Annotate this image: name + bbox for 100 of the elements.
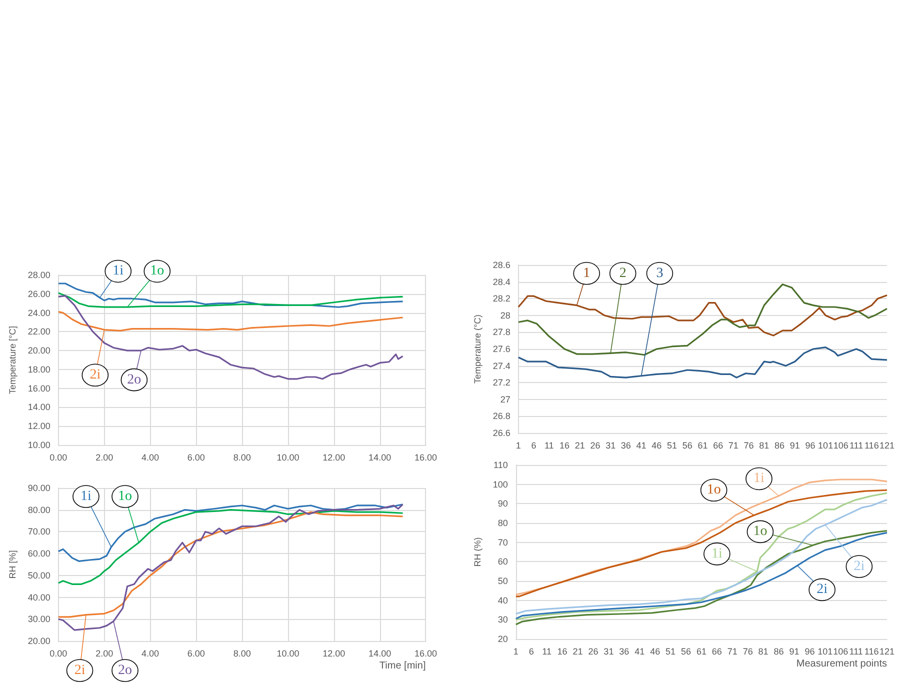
x-tick-label: 10.00 (276, 648, 300, 658)
y-tick-label: 27.6 (492, 344, 510, 354)
legend-label: 1o (753, 524, 768, 540)
x-tick-label: 91 (789, 646, 800, 656)
x-tick-label: 6 (528, 646, 534, 656)
y-tick-label: 24.00 (28, 308, 50, 318)
line-series (58, 504, 404, 562)
y-tick-label: 40 (498, 595, 508, 606)
line-series (58, 292, 404, 308)
y-tick-label: 28.4 (492, 276, 510, 287)
x-tick-label: 21 (572, 646, 583, 656)
y-tick-label: 27.2 (492, 378, 510, 388)
y-tick-label: 30.00 (28, 614, 50, 624)
y-tick-label: 30 (498, 614, 508, 625)
x-tick-label: 81 (759, 440, 770, 450)
x-tick-label: 81 (758, 646, 768, 656)
x-tick-label: 16 (559, 440, 570, 450)
x-tick-label: 91 (790, 440, 800, 450)
y-tick-label: 90 (498, 498, 508, 509)
text: 2i (854, 559, 865, 574)
y-tick-label: 20.00 (28, 636, 50, 646)
x-tick-label: 0.00 (50, 648, 68, 658)
text: 1o (706, 482, 721, 498)
x-tick-label: 2.00 (96, 452, 114, 462)
y-tick-label: 20 (498, 634, 508, 644)
y-tick-label: 60 (498, 556, 508, 567)
x-axis-title: Measurement points (796, 658, 887, 670)
x-tick-label: 86 (774, 440, 785, 450)
x-tick-label: 14.00 (368, 452, 392, 462)
y-tick-label: 26.6 (492, 428, 510, 438)
x-tick-label: 8.00 (233, 452, 251, 462)
x-tick-label: 26 (590, 440, 600, 450)
x-tick-label: 31 (604, 646, 614, 656)
text: 2o (118, 663, 132, 678)
x-axis-title: Time [min] (379, 660, 426, 672)
x-tick-label: 6 (531, 440, 536, 450)
y-tick-label: 70.00 (28, 526, 50, 537)
x-tick-label: 14.00 (368, 648, 392, 658)
x-tick-label: 66 (713, 440, 724, 450)
text: 1i (80, 489, 92, 504)
x-tick-label: 31 (606, 440, 616, 450)
series-label: 1i (754, 471, 765, 486)
series-label: 2i (816, 582, 828, 598)
y-tick-label: 26.8 (492, 411, 510, 422)
x-tick-label: 46 (650, 646, 660, 656)
x-tick-label: 111 (849, 440, 864, 450)
x-tick-label: 21 (574, 440, 585, 450)
x-tick-label: 41 (634, 646, 645, 656)
x-tick-label: 56 (680, 646, 692, 656)
x-tick-label: 96 (805, 440, 816, 450)
line-series (58, 311, 404, 332)
x-tick-label: 111 (849, 646, 863, 656)
x-tick-label: 66 (712, 646, 722, 656)
x-tick-label: 46 (652, 440, 662, 450)
x-tick-label: 4.00 (141, 648, 160, 658)
y-tick-label: 27 (500, 394, 510, 404)
x-tick-label: 2.00 (96, 648, 114, 658)
y-tick-label: 80 (498, 518, 508, 528)
x-tick-label: 16.00 (414, 648, 438, 658)
x-tick-label: 86 (774, 646, 784, 656)
x-tick-label: 101 (818, 646, 833, 656)
y-tick-label: 26.00 (28, 288, 50, 299)
text: 3 (656, 266, 664, 281)
x-tick-label: 0.00 (50, 452, 68, 462)
x-tick-label: 51 (666, 646, 676, 656)
y-axis-title: Temperature (°C) (472, 314, 482, 384)
x-tick-label: 106 (833, 440, 848, 450)
x-tick-label: 76 (742, 646, 753, 656)
x-tick-label: 96 (804, 646, 815, 656)
y-tick-label: 14.00 (28, 402, 50, 412)
y-tick-label: 70 (498, 537, 508, 548)
series-label: 1o (150, 264, 164, 279)
x-tick-label: 10.00 (276, 452, 300, 462)
y-tick-label: 12.00 (28, 421, 50, 432)
y-tick-label: 110 (494, 460, 508, 470)
text: 1o (118, 489, 132, 504)
x-tick-label: 12.00 (322, 648, 346, 658)
y-tick-label: 40.00 (28, 592, 50, 602)
x-tick-label: 1 (516, 440, 521, 450)
y-axis-title: Temperature [°C] (8, 326, 18, 394)
y-tick-label: 28 (500, 310, 510, 320)
y-axis-title: RH (%) (472, 537, 482, 567)
series-label: 2o (127, 372, 142, 388)
line-series (58, 282, 404, 308)
x-tick-label: 36 (619, 646, 630, 656)
x-tick-label: 12.00 (322, 452, 346, 462)
line-series (58, 509, 404, 585)
line-series (58, 511, 404, 618)
line-series (518, 284, 888, 356)
x-tick-label: 26 (588, 646, 598, 656)
y-axis-title: RH [%] (8, 550, 18, 579)
line-series (518, 346, 888, 378)
y-tick-label: 27.8 (492, 327, 510, 338)
x-tick-label: 116 (864, 440, 879, 450)
x-tick-label: 76 (744, 440, 754, 450)
text: 2 (619, 266, 626, 281)
y-tick-label: 90.00 (28, 483, 50, 493)
y-tick-label: 28.6 (492, 260, 510, 270)
line-series (58, 504, 404, 631)
x-tick-label: 16 (557, 646, 568, 656)
